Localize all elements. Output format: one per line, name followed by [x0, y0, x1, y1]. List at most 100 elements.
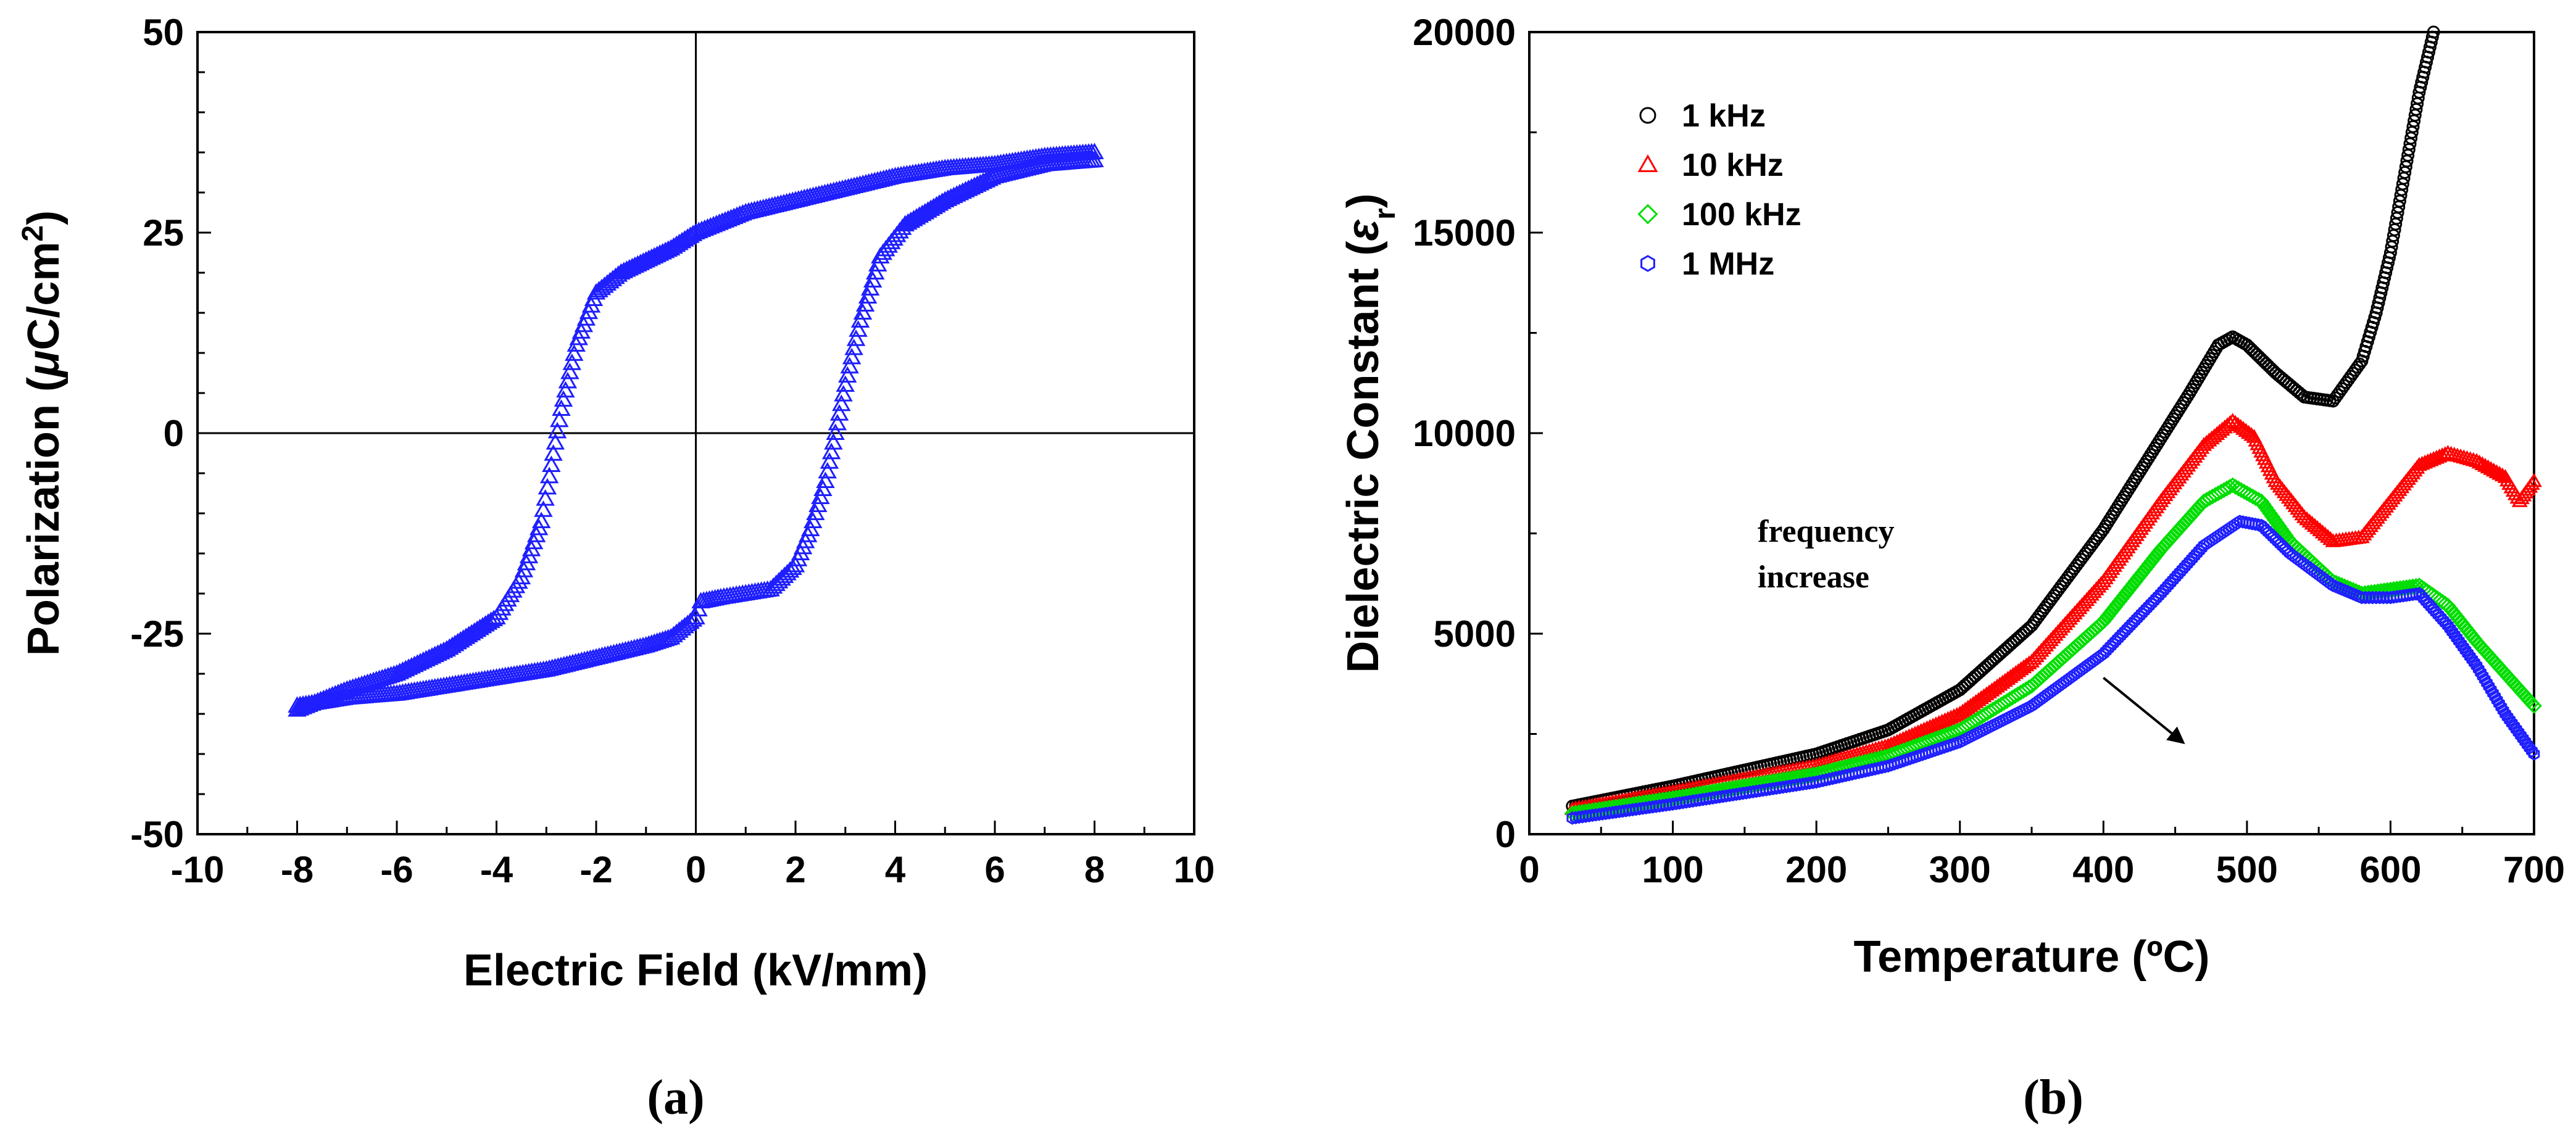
data-point-1mhz — [1988, 718, 2000, 732]
x-tick-label: 10 — [1174, 849, 1215, 890]
data-point — [291, 698, 310, 716]
data-point-10khz — [2238, 423, 2254, 437]
data-point-1mhz — [1974, 725, 1986, 739]
data-point — [584, 289, 604, 307]
data-point — [783, 558, 802, 575]
data-point — [775, 566, 794, 583]
data-point — [683, 610, 703, 627]
data-point — [824, 433, 843, 450]
data-point-10khz — [2198, 434, 2215, 449]
data-point-100khz — [2034, 668, 2050, 685]
data-point — [804, 512, 823, 528]
data-point — [828, 413, 847, 431]
y-tick-label: 0 — [164, 413, 184, 454]
data-point-100khz — [2085, 623, 2101, 639]
data-point — [529, 518, 549, 536]
data-point — [850, 311, 870, 328]
data-point — [571, 322, 591, 339]
data-point-10khz — [2232, 418, 2249, 433]
data-point-10khz — [2309, 520, 2325, 534]
data-point-10khz — [2209, 426, 2225, 441]
data-point-10khz — [2224, 413, 2241, 427]
data-point — [846, 329, 866, 346]
data-point-10khz — [2434, 447, 2451, 462]
y-axis-label-part1: Polarization ( — [19, 377, 69, 656]
x-tick-label: -8 — [281, 849, 314, 890]
data-point — [844, 338, 863, 355]
data-point-1mhz — [2228, 518, 2240, 532]
data-point-100khz — [2059, 645, 2076, 662]
data-point-1mhz — [1954, 735, 1966, 749]
data-point — [800, 520, 820, 536]
y-axis-label-close: ) — [1339, 193, 1388, 208]
data-point-100khz — [2036, 666, 2053, 682]
data-point-10khz — [2494, 467, 2511, 482]
y-axis-label-subscript: r — [1369, 208, 1402, 220]
data-point — [581, 296, 601, 313]
data-point-1mhz — [1963, 731, 1974, 745]
data-point-10khz — [2206, 428, 2222, 442]
data-point — [865, 263, 885, 280]
data-point-1mhz — [2003, 710, 2015, 724]
data-point-100khz — [2526, 698, 2542, 714]
data-point-1mhz — [2006, 709, 2017, 723]
data-point-10khz — [2471, 454, 2488, 469]
data-point-1mhz — [1985, 719, 1998, 733]
data-point-1mhz — [2023, 700, 2035, 714]
data-point — [858, 287, 878, 304]
data-point — [829, 404, 849, 421]
data-point-10khz — [2235, 421, 2251, 435]
data-point-10khz — [2304, 515, 2320, 530]
data-point-100khz — [2067, 639, 2084, 655]
data-point-1mhz — [2367, 590, 2379, 605]
data-point-1mhz — [1977, 724, 1989, 737]
y-axis-label-part2: C/cm — [19, 242, 69, 350]
data-point-100khz — [2075, 632, 2091, 648]
data-point-10khz — [2485, 462, 2502, 477]
data-point-1mhz — [2528, 747, 2540, 761]
data-point-100khz — [2057, 648, 2073, 665]
data-point — [589, 281, 609, 297]
data-point-10khz — [2477, 457, 2493, 472]
data-point-10khz — [2230, 416, 2246, 431]
data-point — [836, 375, 855, 392]
data-point-100khz — [2029, 673, 2045, 689]
y-axis-label-epsilon: ε — [1339, 218, 1388, 241]
data-point-100khz — [2080, 627, 2096, 644]
data-point — [761, 579, 780, 597]
x-tick-label: 300 — [1929, 849, 1991, 890]
data-point — [574, 315, 594, 333]
data-point — [576, 309, 596, 326]
data-point-100khz — [2069, 636, 2086, 653]
data-point-1mhz — [1994, 715, 2006, 729]
data-point — [763, 577, 783, 594]
data-point — [849, 320, 868, 337]
data-point-100khz — [2038, 664, 2055, 681]
y-tick-label: 50 — [143, 12, 184, 53]
data-point — [531, 512, 551, 528]
data-point — [832, 394, 851, 412]
data-point-10khz — [2021, 655, 2037, 669]
data-point-10khz — [2317, 526, 2333, 541]
annotation-line2: increase — [1758, 560, 1869, 595]
data-point-100khz — [2082, 625, 2099, 641]
data-point — [834, 384, 853, 402]
data-point-1mhz — [1968, 728, 1980, 742]
legend: 1 kHz 10 kHz 100 kHz 1 MHz — [1637, 98, 1801, 282]
caption-b: (b) — [2023, 1071, 2084, 1125]
legend-label-1mhz: 1 MHz — [1682, 246, 1774, 282]
data-point — [772, 569, 791, 586]
y-tick-label: 5000 — [1434, 613, 1516, 655]
data-point — [816, 471, 835, 488]
data-point — [767, 574, 786, 591]
data-point-100khz — [2054, 650, 2071, 666]
data-point — [521, 539, 541, 557]
data-point-1mhz — [2020, 702, 2032, 716]
data-point — [826, 423, 845, 440]
data-point-1khz — [2425, 30, 2439, 44]
data-point-100khz — [2064, 641, 2081, 657]
data-point-10khz — [2203, 430, 2220, 445]
data-point — [524, 532, 544, 550]
data-point-1mhz — [1966, 729, 1977, 743]
